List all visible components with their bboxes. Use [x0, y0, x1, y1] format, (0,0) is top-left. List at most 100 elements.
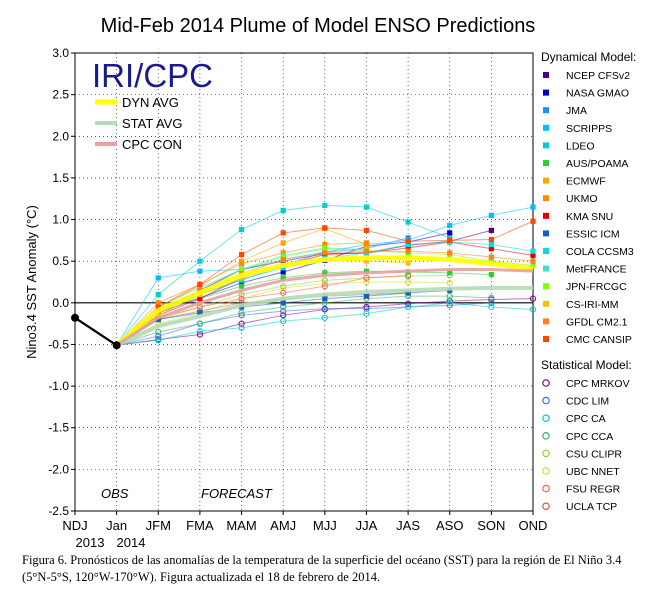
- legend-label: CPC CON: [122, 137, 182, 152]
- x-tick-label: MAM: [226, 518, 256, 533]
- data-point: [322, 241, 328, 248]
- data-point: [238, 324, 245, 331]
- legend-marker: [542, 431, 550, 440]
- data-point: [280, 269, 286, 275]
- data-point: [488, 303, 495, 311]
- legend-label: JMA: [566, 105, 587, 117]
- legend-label: CPC CCA: [566, 431, 613, 443]
- data-point: [363, 278, 370, 286]
- y-tick-label: 3.0: [52, 46, 69, 60]
- series-line: [116, 298, 534, 346]
- series-cmc-cansip: [116, 218, 536, 346]
- legend-label: CPC CA: [566, 413, 606, 425]
- legend-label: AUS/POAMA: [566, 158, 628, 170]
- y-tick-label: 1.5: [52, 171, 69, 185]
- data-point: [446, 279, 453, 286]
- legend-label: GFDL CM2.1: [566, 316, 628, 328]
- data-point: [363, 268, 370, 274]
- legend-label: NCEP CFSv2: [566, 70, 630, 82]
- average-line-cpc-con: [115, 268, 534, 347]
- data-point: [280, 275, 286, 281]
- data-point: [488, 241, 494, 248]
- data-point: [488, 246, 494, 252]
- data-point: [321, 283, 328, 290]
- legend-label: MetFRANCE: [566, 264, 627, 276]
- obs-label: OBS: [101, 486, 129, 501]
- legend-marker: [543, 124, 549, 131]
- data-point: [238, 251, 245, 258]
- series-line: [116, 281, 450, 346]
- legend-label: NASA GMAO: [566, 88, 629, 100]
- legend-marker: [543, 212, 549, 219]
- legend-label: DYN AVG: [122, 95, 179, 110]
- y-axis-label: Nino3.4 SST Anomaly (°C): [24, 205, 39, 359]
- forecast-label: FORECAST: [201, 486, 273, 501]
- data-point: [488, 227, 494, 233]
- data-point: [238, 309, 245, 316]
- legend-label: CS-IRI-MM: [566, 299, 619, 311]
- data-point: [280, 240, 286, 246]
- legend-label: LDEO: [566, 140, 595, 152]
- data-point: [405, 241, 411, 248]
- data-point: [155, 333, 162, 340]
- data-point: [155, 275, 161, 281]
- data-point: [530, 258, 536, 264]
- data-point: [280, 300, 286, 306]
- data-point: [321, 277, 328, 284]
- observed-point: [112, 341, 121, 350]
- data-point: [530, 262, 536, 268]
- data-point: [404, 278, 412, 286]
- data-point: [529, 306, 537, 313]
- data-point: [196, 331, 204, 338]
- legend-label: UBC NNET: [566, 466, 620, 478]
- statistical-model-legend: CPC MRKOV CDC LIM CPC CA CPC CCA CSU CLIPR UB…: [542, 378, 630, 513]
- dynamical-model-legend: NCEP CFSv2 NASA GMAO JMA SCRIPPS LDEO AUS/POA…: [543, 70, 634, 346]
- legend-marker: [542, 484, 550, 493]
- year-label-2013: 2013: [76, 535, 105, 550]
- data-point: [447, 230, 453, 236]
- data-point: [321, 305, 328, 312]
- series-line: [116, 302, 534, 346]
- data-point: [405, 290, 411, 296]
- x-tick-label: JAS: [396, 518, 420, 533]
- data-point: [363, 240, 370, 246]
- data-point: [196, 328, 204, 335]
- x-tick-label: OND: [519, 518, 548, 533]
- data-point: [322, 225, 328, 231]
- data-point: [322, 270, 328, 276]
- data-point: [155, 337, 162, 344]
- data-point: [530, 248, 536, 254]
- enso-plume-chart: Mid-Feb 2014 Plume of Model ENSO Predict…: [24, 15, 636, 550]
- legend-label: CDC LIM: [566, 396, 609, 408]
- legend-label: UCLA TCP: [566, 501, 617, 513]
- legend-marker: [543, 300, 549, 307]
- data-point: [238, 295, 245, 302]
- data-point: [197, 310, 203, 316]
- data-point: [321, 314, 328, 321]
- plot-area: [74, 52, 534, 512]
- year-label-2014: 2014: [117, 535, 146, 550]
- data-point: [322, 250, 328, 256]
- data-point: [238, 283, 245, 289]
- legend-marker: [543, 160, 549, 166]
- y-tick-label: 0.0: [52, 296, 69, 310]
- legend-marker: [543, 318, 549, 325]
- data-point: [363, 274, 370, 281]
- data-point: [280, 312, 287, 319]
- data-point: [280, 318, 287, 325]
- legend-marker: [542, 449, 550, 458]
- data-point: [280, 289, 287, 296]
- x-tick-label: Jan: [106, 518, 127, 533]
- legend-marker: [543, 336, 549, 342]
- data-point: [155, 300, 161, 306]
- data-point: [405, 219, 411, 225]
- series-line: [116, 274, 450, 346]
- data-point: [238, 261, 245, 267]
- legend-marker: [542, 379, 550, 387]
- x-tick-label: JFM: [146, 518, 171, 533]
- data-point: [155, 291, 161, 298]
- data-point: [404, 300, 412, 307]
- dynamical-model-heading: Dynamical Model:: [541, 50, 636, 64]
- legend-label: JPN-FRCGC: [566, 281, 627, 293]
- data-point: [363, 248, 370, 254]
